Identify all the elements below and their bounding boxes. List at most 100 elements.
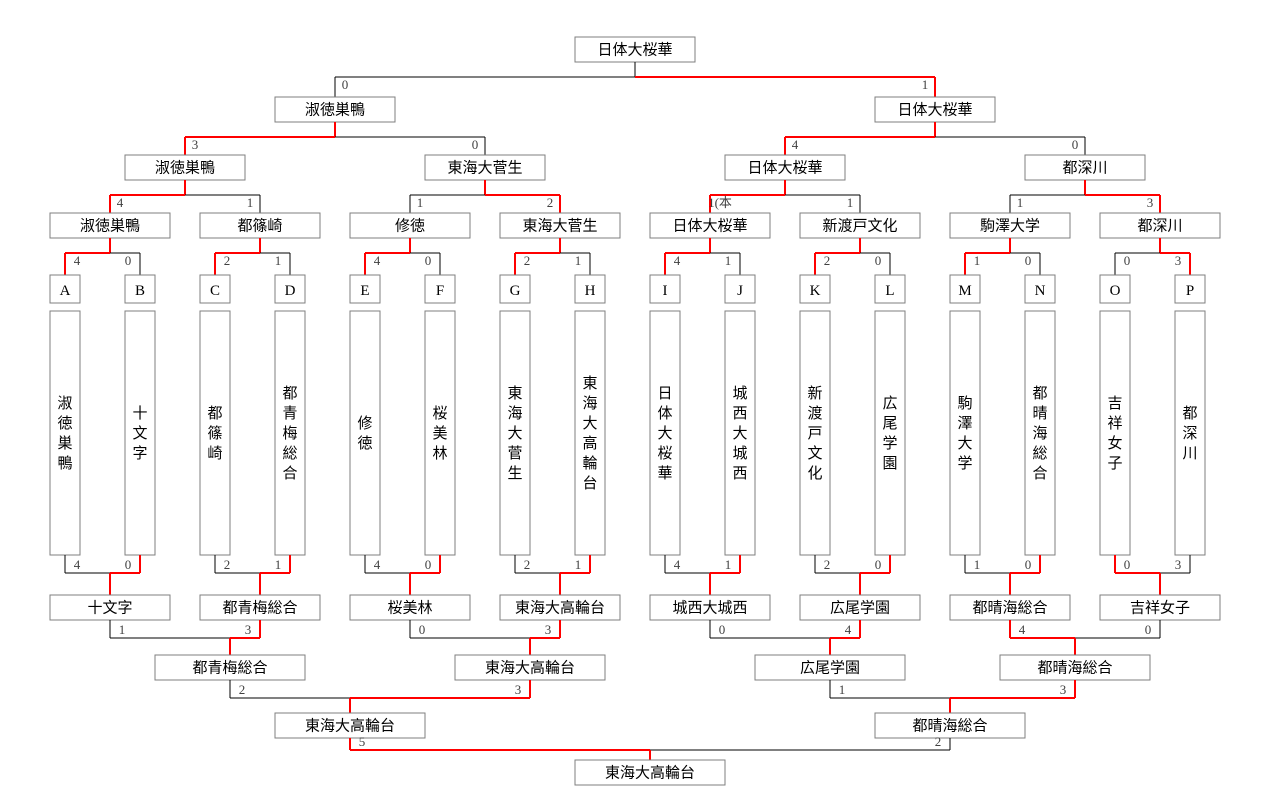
top-eighth-7-label: 都深川 <box>1137 218 1182 235</box>
top-eighth-0-label: 淑徳巣鴨 <box>80 218 140 235</box>
score-l-4: 4 <box>374 253 381 268</box>
leaf-letter-label-1: B <box>135 283 145 299</box>
leaf-letter-label-8: I <box>663 283 668 299</box>
score-l-9: 1 <box>725 253 732 268</box>
leaf-letter-label-12: M <box>958 283 971 299</box>
score-l-6: 2 <box>524 253 531 268</box>
leaf-char: 学 <box>957 455 972 472</box>
top-quarter-2-label: 日体大桜華 <box>747 160 822 177</box>
top-final-label: 日体大桜華 <box>597 42 672 59</box>
leaf-letter-label-9: J <box>737 283 743 299</box>
leaf-char: 西 <box>732 466 747 482</box>
bscore-e-0: 1 <box>119 622 126 637</box>
leaf-char: 字 <box>132 445 147 462</box>
bscore-e-7: 0 <box>1145 622 1152 637</box>
leaf-char: 大 <box>732 425 747 442</box>
bscore-l-3: 1 <box>275 557 282 572</box>
leaf-letter-label-7: H <box>585 283 596 299</box>
score-l-13: 0 <box>1025 253 1032 268</box>
leaf-char: 淑 <box>57 395 72 412</box>
leaf-letter-label-6: G <box>510 283 521 299</box>
top-quarter-1-label: 東海大菅生 <box>447 160 522 177</box>
leaf-char: 文 <box>132 425 147 442</box>
leaf-char: 子 <box>1107 455 1122 472</box>
bscore-l-14: 0 <box>1124 557 1131 572</box>
leaf-char: 大 <box>657 425 672 442</box>
leaf-char: 桜 <box>657 445 672 462</box>
bscore-l-8: 4 <box>674 557 681 572</box>
bot-semi-0-label: 東海大高輪台 <box>305 718 395 735</box>
bot-semi-1-label: 都晴海総合 <box>912 718 987 735</box>
leaf-letter-label-10: K <box>810 283 821 299</box>
bot-eighth-4-label: 城西大城西 <box>672 600 747 617</box>
leaf-char: 巣 <box>57 435 72 452</box>
bot-eighth-0-label: 十文字 <box>87 600 132 617</box>
leaf-letter-label-4: E <box>360 283 369 299</box>
bot-final-label: 東海大高輪台 <box>605 765 695 782</box>
bscore-l-2: 2 <box>224 557 231 572</box>
leaf-char: 鴨 <box>57 455 72 472</box>
bscore-q-1: 3 <box>515 682 522 697</box>
leaf-14 <box>1100 311 1130 555</box>
leaf-char: 菅 <box>507 445 522 462</box>
leaf-char: 大 <box>507 425 522 442</box>
leaf-char: 高 <box>582 435 597 452</box>
leaf-letter-label-2: C <box>210 283 220 299</box>
leaf-char: 広 <box>882 395 897 412</box>
bscore-l-4: 4 <box>374 557 381 572</box>
leaf-char: 深 <box>1182 425 1197 442</box>
top-semi-1-label: 日体大桜華 <box>897 102 972 119</box>
leaf-0 <box>50 311 80 555</box>
leaf-letter-label-0: A <box>60 283 71 299</box>
bracket-diagram: 日体大桜華01淑徳巣鴨日体大桜華3040淑徳巣鴨東海大菅生日体大桜華都深川411… <box>0 0 1273 795</box>
bot-quarter-0-label: 都青梅総合 <box>192 660 267 677</box>
leaf-char: 海 <box>582 395 597 412</box>
score-l-11: 0 <box>875 253 882 268</box>
bscore-e-5: 4 <box>845 622 852 637</box>
leaf-char: 体 <box>657 405 672 422</box>
bscore-l-7: 1 <box>575 557 582 572</box>
bscore-l-0: 4 <box>74 557 81 572</box>
score-e-4: 1(本 <box>708 195 732 210</box>
leaf-char: 渡 <box>807 405 822 422</box>
bscore-l-9: 1 <box>725 557 732 572</box>
score-e-5: 1 <box>847 195 854 210</box>
bscore-e-3: 3 <box>545 622 552 637</box>
bscore-e-6: 4 <box>1019 622 1026 637</box>
bot-eighth-3-label: 東海大高輪台 <box>515 600 605 617</box>
leaf-char: 台 <box>582 475 597 492</box>
leaf-char: 城 <box>732 385 747 402</box>
leaf-char: 東 <box>582 375 597 392</box>
leaf-char: 東 <box>507 385 522 402</box>
leaf-char: 合 <box>1032 465 1047 482</box>
top-eighth-4-label: 日体大桜華 <box>672 218 747 235</box>
leaf-char: 梅 <box>282 425 297 442</box>
score-semi-1: 1 <box>922 77 929 92</box>
leaf-char: 美 <box>432 425 447 442</box>
score-l-8: 4 <box>674 253 681 268</box>
bot-eighth-7-label: 吉祥女子 <box>1130 599 1190 617</box>
score-l-2: 2 <box>224 253 231 268</box>
leaf-char: 西 <box>732 406 747 422</box>
leaf-7 <box>575 311 605 555</box>
score-e-7: 3 <box>1147 195 1154 210</box>
leaf-char: 吉 <box>1107 395 1122 412</box>
top-eighth-6-label: 駒澤大学 <box>980 218 1040 235</box>
leaf-char: 園 <box>882 455 897 472</box>
bscore-q-0: 2 <box>239 682 246 697</box>
score-l-10: 2 <box>824 253 831 268</box>
score-e-3: 2 <box>547 195 554 210</box>
leaf-char: 総 <box>282 445 297 462</box>
leaf-char: 生 <box>507 465 522 482</box>
score-l-7: 1 <box>575 253 582 268</box>
leaf-letter-label-13: N <box>1035 283 1046 299</box>
leaf-letter-label-3: D <box>285 283 296 299</box>
leaf-char: 林 <box>432 445 447 462</box>
leaf-char: 女 <box>1107 434 1122 452</box>
score-e-6: 1 <box>1017 195 1024 210</box>
leaf-char: 華 <box>657 465 672 482</box>
bscore-l-12: 1 <box>974 557 981 572</box>
leaf-char: 篠 <box>207 425 222 442</box>
top-quarter-0-label: 淑徳巣鴨 <box>155 160 215 177</box>
leaf-char: 徳 <box>357 435 372 452</box>
